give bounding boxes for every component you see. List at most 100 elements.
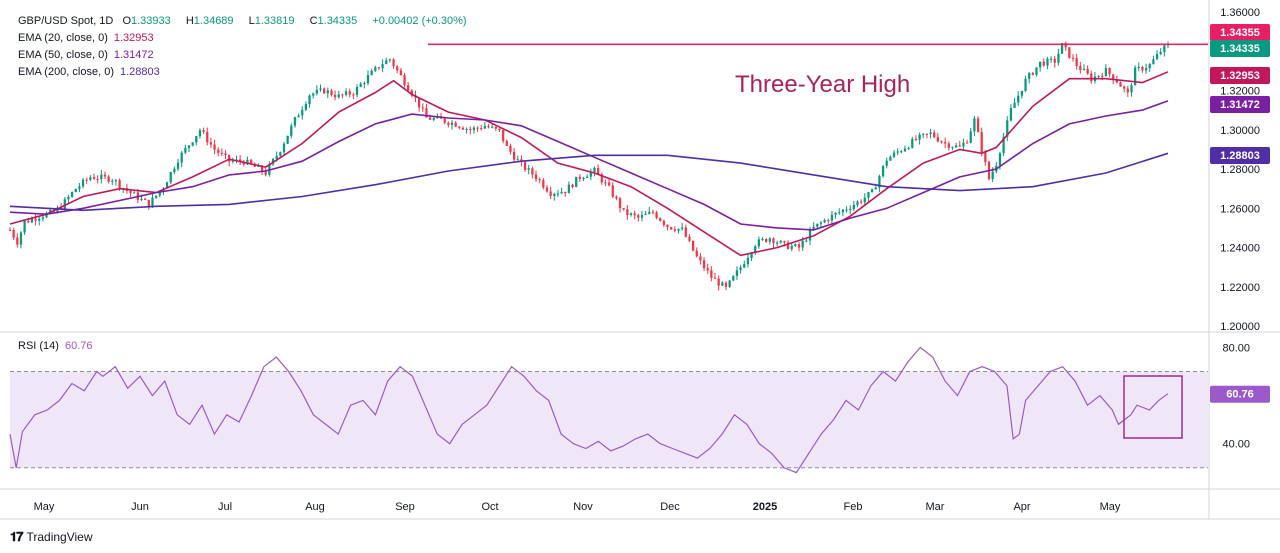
price-badge-text: 1.32953 — [1220, 70, 1260, 82]
candle-body — [228, 154, 231, 162]
candle-body — [249, 159, 253, 164]
candle-body — [1039, 61, 1042, 68]
rsi-legend: RSI (14) 60.76 — [18, 340, 99, 352]
candle-body — [129, 190, 132, 194]
x-tick-label: May — [34, 501, 55, 513]
candle-body — [743, 264, 746, 268]
candle-body — [819, 222, 823, 224]
candle-body — [502, 129, 505, 142]
rsi-band — [10, 371, 1208, 468]
candle-body — [447, 122, 450, 125]
candle-body — [644, 213, 647, 215]
candle-body — [611, 185, 614, 197]
tradingview-attribution[interactable]: 𝟏𝟕 TradingView — [10, 529, 93, 545]
candle-body — [308, 95, 311, 105]
candle-body — [593, 167, 596, 173]
candle-body — [1075, 58, 1078, 67]
candle-body — [651, 211, 655, 213]
candle-body — [312, 93, 315, 96]
y-tick-label: 1.30000 — [1220, 125, 1260, 137]
candle-body — [640, 214, 644, 218]
candle-body — [834, 212, 837, 215]
candle-body — [556, 193, 560, 195]
candle-body — [713, 277, 717, 279]
price-badge — [1210, 24, 1270, 41]
candle-body — [392, 59, 395, 67]
y-tick-label: 1.36000 — [1220, 7, 1260, 19]
candle-body — [428, 117, 432, 120]
candle-body — [637, 215, 640, 218]
candle-body — [1159, 52, 1162, 54]
ema50-value: 1.31472 — [113, 49, 154, 61]
candle-body — [958, 145, 961, 147]
close-number: 1.34335 — [317, 15, 358, 27]
candle-body — [870, 189, 874, 193]
candle-body — [582, 178, 585, 180]
candle-body — [1090, 73, 1093, 82]
candle-body — [710, 270, 713, 278]
candle-body — [154, 195, 158, 198]
candle-body — [23, 220, 26, 233]
price-badge-text: 1.34335 — [1220, 43, 1260, 55]
candle-body — [319, 88, 322, 90]
candle-body — [30, 218, 34, 223]
candle-body — [480, 128, 483, 130]
candle-body — [176, 162, 180, 169]
candle-body — [476, 127, 479, 129]
candle-body — [388, 59, 392, 61]
candle-body — [491, 126, 494, 128]
candle-body — [874, 187, 877, 190]
candle-body — [534, 174, 538, 180]
ema50-label: EMA (50, close, 0) — [18, 49, 108, 61]
candle-body — [1144, 68, 1148, 71]
candle-body — [1053, 58, 1056, 63]
candle-body — [1049, 58, 1053, 60]
candle-body — [418, 97, 421, 108]
candle-body — [881, 165, 885, 177]
candle-body — [527, 168, 530, 170]
candle-body — [863, 197, 866, 203]
y-tick-label: 1.22000 — [1220, 282, 1260, 294]
candle-body — [691, 240, 695, 251]
candle-body — [1017, 95, 1020, 103]
candle-body — [1123, 86, 1126, 89]
candle-body — [659, 218, 662, 221]
close-value: C1.34335 — [310, 15, 364, 27]
candle-body — [469, 128, 472, 131]
candle-body — [297, 115, 300, 118]
candle-body — [885, 160, 888, 166]
candle-body — [78, 186, 81, 190]
candle-body — [407, 85, 410, 91]
candle-body — [578, 176, 581, 179]
candle-body — [63, 199, 66, 210]
candle-body — [89, 177, 92, 180]
candle-body — [1068, 47, 1071, 58]
candle-body — [732, 275, 735, 281]
rsi-highlight-box — [1123, 375, 1183, 439]
candle-body — [1013, 102, 1016, 109]
candle-body — [1020, 90, 1024, 96]
candle-body — [936, 137, 939, 142]
candle-body — [165, 182, 169, 189]
candle-body — [282, 143, 286, 153]
close-label: C — [309, 15, 318, 27]
candle-body — [341, 94, 344, 96]
candle-body — [1060, 42, 1064, 54]
y-tick-label: 1.28000 — [1220, 164, 1260, 176]
candle-body — [841, 209, 845, 213]
candle-body — [509, 145, 512, 152]
candle-body — [1137, 66, 1140, 68]
candle-body — [757, 239, 760, 247]
candle-body — [348, 91, 351, 95]
candle-body — [16, 237, 19, 245]
candle-body — [1006, 120, 1009, 137]
candle-body — [724, 282, 728, 287]
candle-body — [180, 152, 183, 163]
rsi-value: 60.76 — [64, 340, 93, 352]
candle-body — [111, 180, 114, 182]
candle-body — [279, 152, 282, 156]
price-badge-text: 1.34355 — [1220, 27, 1260, 39]
rsi-tick-label: 80.00 — [1222, 342, 1250, 354]
candle-body — [735, 270, 739, 276]
candle-body — [673, 229, 676, 231]
